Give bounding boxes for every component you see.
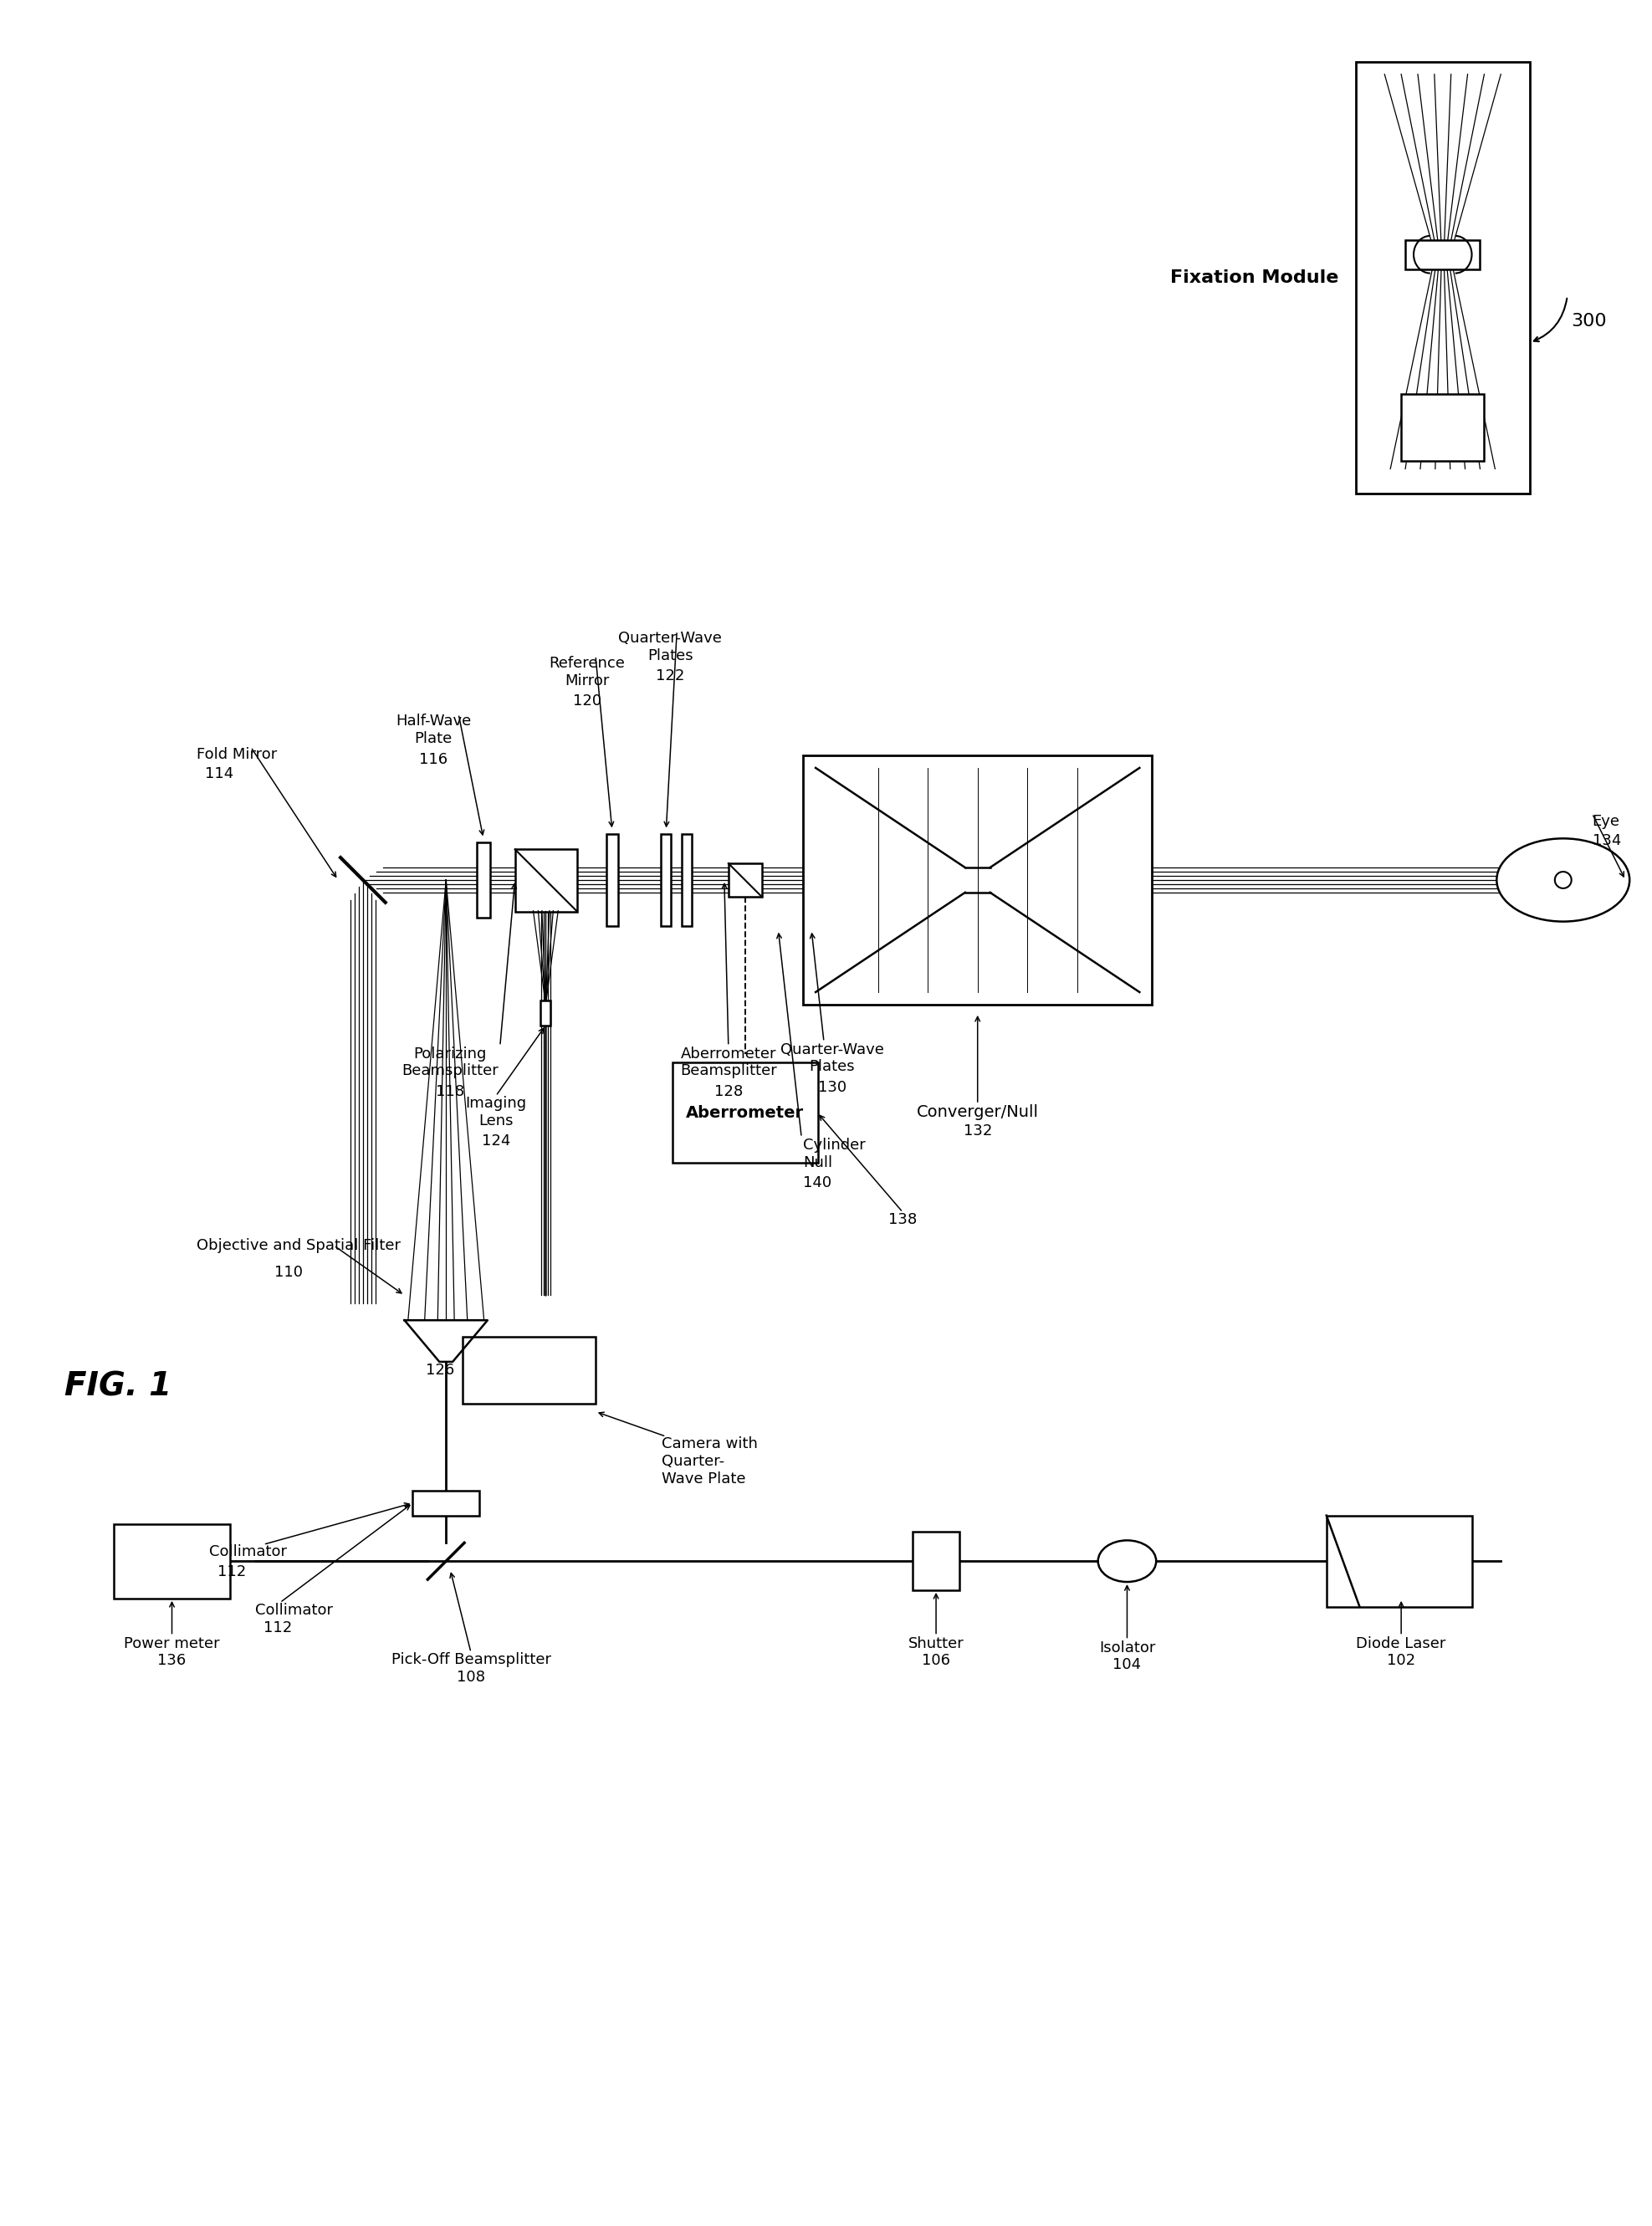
Text: 140: 140	[803, 1175, 831, 1191]
Text: Objective and Spatial Filter: Objective and Spatial Filter	[197, 1238, 401, 1253]
Text: 136: 136	[157, 1654, 187, 1667]
Bar	[729, 864, 762, 897]
Text: Fixation Module: Fixation Module	[1170, 269, 1338, 287]
Bar	[540, 999, 550, 1026]
Text: 118: 118	[436, 1084, 464, 1100]
Bar	[1406, 240, 1480, 269]
Bar	[806, 835, 816, 926]
Text: 130: 130	[818, 1080, 846, 1095]
Polygon shape	[405, 1320, 487, 1362]
Text: Pick-Off Beamsplitter: Pick-Off Beamsplitter	[392, 1652, 550, 1667]
Bar	[114, 1525, 230, 1598]
Bar	[413, 1491, 479, 1516]
Text: Aberrometer
Beamsplitter: Aberrometer Beamsplitter	[681, 1046, 776, 1080]
Text: Half-Wave
Plate: Half-Wave Plate	[396, 715, 471, 746]
Text: 102: 102	[1388, 1654, 1416, 1667]
Text: 122: 122	[656, 668, 684, 683]
Text: 120: 120	[573, 695, 601, 708]
Bar	[803, 755, 1151, 1004]
Text: 104: 104	[1113, 1658, 1142, 1672]
Bar	[477, 844, 491, 917]
Text: 128: 128	[714, 1084, 743, 1100]
Bar	[672, 1062, 818, 1162]
Text: Reference
Mirror: Reference Mirror	[548, 657, 624, 688]
Text: Collimator: Collimator	[210, 1545, 287, 1560]
Text: Polarizing
Beamsplitter: Polarizing Beamsplitter	[401, 1046, 499, 1080]
Text: Isolator: Isolator	[1099, 1641, 1155, 1656]
Text: Diode Laser: Diode Laser	[1356, 1636, 1446, 1652]
Bar	[1401, 394, 1483, 461]
Text: Power meter: Power meter	[124, 1636, 220, 1652]
Text: Collimator: Collimator	[254, 1603, 332, 1618]
Text: 138: 138	[889, 1213, 917, 1227]
Text: Eye: Eye	[1593, 812, 1621, 828]
Text: 126: 126	[426, 1362, 454, 1378]
Bar	[828, 835, 838, 926]
Text: 114: 114	[205, 766, 235, 781]
Text: 112: 112	[218, 1565, 246, 1578]
Text: 112: 112	[263, 1621, 292, 1636]
Ellipse shape	[1497, 839, 1629, 922]
Text: 124: 124	[481, 1133, 510, 1149]
Text: Aberrometer: Aberrometer	[686, 1104, 805, 1120]
Text: Fold Mirror: Fold Mirror	[197, 748, 278, 761]
Text: Shutter: Shutter	[909, 1636, 965, 1652]
Text: Quarter-Wave
Plates: Quarter-Wave Plates	[780, 1042, 884, 1075]
Text: Quarter-Wave
Plates: Quarter-Wave Plates	[618, 630, 722, 663]
Text: 110: 110	[274, 1264, 302, 1280]
Text: Imaging
Lens: Imaging Lens	[466, 1095, 527, 1129]
Bar	[682, 835, 692, 926]
Bar	[463, 1338, 595, 1402]
Bar	[1356, 62, 1530, 494]
Text: Camera with
Quarter-
Wave Plate: Camera with Quarter- Wave Plate	[662, 1436, 758, 1487]
Bar	[1327, 1516, 1472, 1607]
Bar	[661, 835, 671, 926]
Text: 132: 132	[963, 1124, 991, 1140]
Text: FIG. 1: FIG. 1	[64, 1371, 172, 1402]
Ellipse shape	[1099, 1540, 1156, 1583]
Text: 106: 106	[922, 1654, 950, 1667]
Ellipse shape	[1555, 873, 1571, 888]
Text: Cylinder
Null: Cylinder Null	[803, 1137, 866, 1171]
Text: 300: 300	[1571, 312, 1607, 329]
Bar	[515, 850, 577, 913]
Text: Converger/Null: Converger/Null	[917, 1104, 1039, 1120]
Text: 108: 108	[456, 1670, 486, 1685]
Bar	[914, 1531, 960, 1589]
Text: 134: 134	[1593, 833, 1621, 848]
Text: 116: 116	[420, 752, 448, 766]
Bar	[606, 835, 618, 926]
